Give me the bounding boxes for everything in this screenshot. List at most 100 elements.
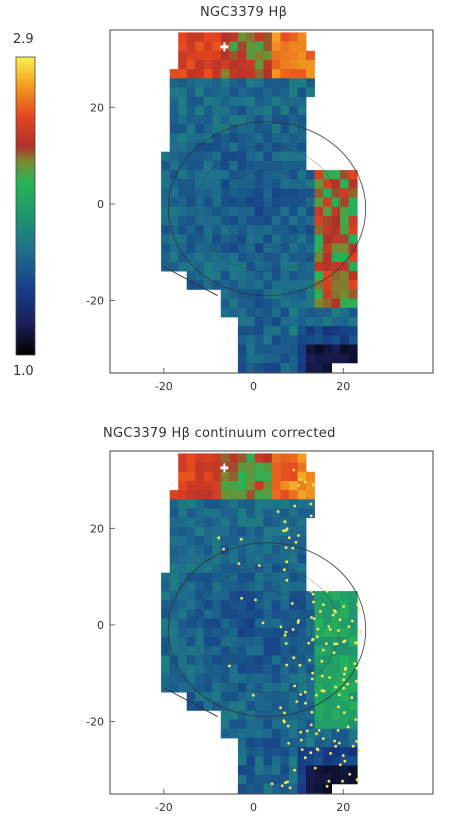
map-cell: [169, 591, 179, 601]
map-cell: [246, 344, 256, 355]
map-cell: [280, 271, 290, 281]
map-cell: [323, 719, 333, 730]
marker-point: [320, 659, 324, 663]
map-cell: [186, 664, 196, 675]
map-cell: [254, 206, 264, 217]
map-cell: [203, 32, 213, 42]
map-cell: [348, 682, 358, 693]
map-cell: [271, 719, 281, 730]
map-cell: [186, 87, 196, 98]
map-cell: [254, 280, 264, 290]
marker-point: [337, 693, 341, 697]
map-cell: [203, 692, 213, 702]
map-cell: [203, 471, 213, 482]
map-cell: [220, 188, 230, 199]
map-cell: [271, 572, 281, 583]
map-cell: [212, 627, 222, 638]
map-cell: [220, 554, 230, 564]
map-cell: [161, 646, 171, 656]
map-cell: [178, 133, 188, 143]
map-cell: [271, 197, 281, 208]
marker-point: [299, 730, 303, 734]
map-cell: [297, 646, 307, 656]
map-cell: [178, 517, 188, 528]
map-cell: [220, 526, 230, 537]
map-cell: [212, 60, 222, 70]
map-cell: [186, 60, 196, 70]
map-cell: [280, 261, 290, 272]
map-cell: [229, 78, 239, 88]
marker-point: [347, 625, 351, 628]
map-cell: [280, 179, 290, 189]
map-cell: [297, 160, 307, 171]
map-cell: [271, 453, 281, 463]
map-cell: [323, 252, 333, 263]
map-cell: [186, 243, 196, 254]
map-cell: [323, 362, 333, 373]
marker-point: [353, 662, 357, 665]
map-cell: [246, 335, 256, 345]
map-cell: [186, 179, 196, 189]
map-cell: [280, 317, 290, 327]
marker-point: [279, 706, 282, 710]
y-tick-label: -20: [86, 295, 104, 308]
map-cell: [195, 78, 205, 88]
map-cell: [263, 673, 273, 684]
map-cell: [263, 747, 273, 757]
map-cell: [229, 618, 239, 629]
map-cell: [220, 627, 230, 638]
map-cell: [323, 234, 333, 244]
map-cell: [348, 692, 358, 702]
map-cell: [195, 517, 205, 528]
map-cell: [237, 591, 247, 601]
map-cell: [323, 335, 333, 345]
map-cell: [195, 41, 205, 52]
map-cell: [254, 298, 264, 309]
marker-point: [357, 608, 361, 612]
map-cell: [289, 133, 298, 143]
map-cell: [289, 243, 298, 254]
marker-point: [293, 504, 297, 508]
marker-point: [303, 480, 307, 484]
map-cell: [331, 243, 341, 254]
marker-point: [343, 668, 347, 671]
map-cell: [161, 179, 171, 189]
marker-point: [283, 520, 287, 524]
map-cell: [254, 526, 264, 537]
marker-point: [328, 628, 332, 631]
map-cell: [178, 637, 188, 647]
map-cell: [280, 344, 290, 355]
map-cell: [348, 756, 358, 766]
map-cell: [229, 60, 239, 70]
map-cell: [237, 32, 247, 42]
map-cell: [314, 627, 324, 638]
map-cell: [306, 701, 315, 711]
map-cell: [246, 32, 256, 42]
map-cell: [271, 655, 281, 665]
map-cell: [212, 517, 222, 528]
map-cell: [263, 60, 273, 70]
map-cell: [186, 206, 196, 217]
map-cell: [203, 536, 213, 546]
map-cell: [306, 170, 315, 180]
y-tick-label: 0: [97, 619, 104, 632]
map-cell: [246, 536, 256, 546]
map-cell: [229, 554, 239, 564]
map-cell: [203, 655, 213, 665]
map-cell: [331, 728, 341, 739]
map-cell: [297, 188, 307, 199]
map-cell: [306, 261, 315, 272]
map-cell: [280, 609, 290, 620]
map-cell: [220, 499, 230, 509]
map-cell: [246, 326, 256, 336]
map-cell: [212, 536, 222, 546]
map-cell: [331, 719, 341, 730]
map-cell: [314, 728, 324, 739]
map-cell: [254, 216, 264, 226]
map-cell: [306, 765, 315, 776]
map-cell: [186, 682, 196, 693]
map-cell: [263, 471, 273, 482]
map-cell: [306, 307, 315, 318]
map-cell: [271, 526, 281, 537]
map-cell: [289, 783, 298, 794]
